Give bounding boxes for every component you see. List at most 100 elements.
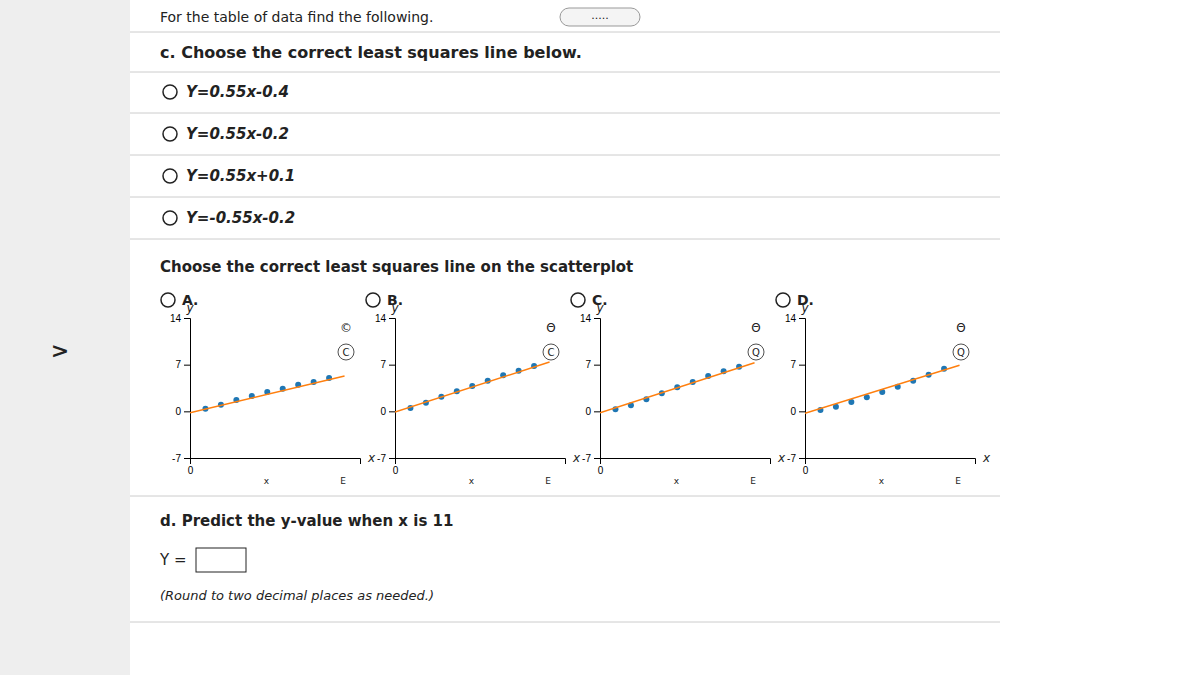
axis-line xyxy=(601,459,771,465)
plot-area xyxy=(395,362,550,412)
axis-line xyxy=(594,319,601,459)
option-label: Y=-0.55x-0.2 xyxy=(186,209,295,227)
divider xyxy=(130,239,1000,240)
y-axis: -7 0 7 14 xyxy=(170,313,191,464)
tick-label: 0 xyxy=(175,406,181,417)
axis-line xyxy=(396,459,566,465)
sidebar xyxy=(0,0,130,675)
tick: 0 xyxy=(598,458,604,476)
input-label: Y = xyxy=(159,551,187,569)
input-box[interactable] xyxy=(196,548,246,572)
tick-label: -7 xyxy=(377,453,386,464)
radio-button[interactable] xyxy=(163,85,177,99)
tick: -7 xyxy=(582,453,600,464)
divider xyxy=(130,113,1000,114)
y-axis: -70714 xyxy=(580,313,601,464)
tick-label: 14 xyxy=(375,313,387,324)
tick-mark xyxy=(184,365,190,366)
annotation: Θ xyxy=(751,321,760,335)
tick-label: 14 xyxy=(170,313,182,324)
plot-area xyxy=(805,365,960,413)
nav-arrow: > xyxy=(51,338,69,363)
plot-area xyxy=(190,375,345,413)
y-axis: -70714 xyxy=(785,313,806,464)
tick-label: 0 xyxy=(790,406,796,417)
tick-mark xyxy=(799,458,805,459)
tick-label: 0 xyxy=(188,465,194,476)
tick-mark xyxy=(594,411,600,412)
chart-title: C. xyxy=(592,292,608,308)
x-axis-label: x xyxy=(572,451,581,465)
annotation: x xyxy=(264,476,270,486)
section-title: Choose the correct least squares line on… xyxy=(160,258,633,276)
annotation-circle xyxy=(748,344,764,360)
divider xyxy=(130,72,1000,73)
regression-line xyxy=(600,363,755,413)
radio-button[interactable] xyxy=(163,211,177,225)
divider xyxy=(130,32,1000,33)
chart: 0-70714xyΘQxE xyxy=(785,301,991,486)
chart-title: B. xyxy=(387,292,403,308)
x-axis: 0 xyxy=(803,458,976,476)
tick: 0 xyxy=(803,458,809,476)
radio-button[interactable] xyxy=(161,293,175,307)
tick-mark xyxy=(184,458,190,459)
annotation: © xyxy=(340,321,352,335)
divider xyxy=(130,155,1000,156)
tick: 0 xyxy=(188,458,194,476)
tick-label: -7 xyxy=(582,453,591,464)
x-axis-label: x xyxy=(777,451,786,465)
tick: 0 xyxy=(585,406,600,417)
x-axis-label: x xyxy=(982,451,991,465)
tick-label: 0 xyxy=(598,465,604,476)
tick: 7 xyxy=(175,359,190,370)
chart-title: A. xyxy=(182,292,198,308)
radio-button[interactable] xyxy=(163,169,177,183)
x-axis: 0 xyxy=(598,458,771,476)
tick-mark xyxy=(389,318,395,319)
tick: 0 xyxy=(175,406,190,417)
x-axis: 0 xyxy=(188,458,361,476)
page: For the table of data find the following… xyxy=(0,0,1200,675)
regression-line xyxy=(395,362,550,412)
radio-button[interactable] xyxy=(571,293,585,307)
annotation: Θ xyxy=(956,321,965,335)
radio-button[interactable] xyxy=(163,127,177,141)
menu-button[interactable] xyxy=(560,8,640,26)
tick-mark xyxy=(799,318,805,319)
tick-mark xyxy=(799,411,805,412)
annotation: C xyxy=(548,347,555,358)
tick-label: -7 xyxy=(787,453,796,464)
annotation: Θ xyxy=(546,321,555,335)
tick-label: 14 xyxy=(580,313,592,324)
annotation: E xyxy=(340,476,346,486)
tick: 0 xyxy=(393,458,399,476)
x-axis: 0 xyxy=(393,458,566,476)
annotation: E xyxy=(955,476,961,486)
option-label: Y=0.55x+0.1 xyxy=(186,167,295,185)
annotation-circle xyxy=(543,344,559,360)
tick-label: 14 xyxy=(785,313,797,324)
note: (Round to two decimal places as needed.) xyxy=(160,588,434,603)
tick: 0 xyxy=(380,406,395,417)
tick-label: 0 xyxy=(393,465,399,476)
tick-mark xyxy=(389,411,395,412)
divider xyxy=(130,197,1000,198)
tick-label: 7 xyxy=(380,359,386,370)
tick-mark xyxy=(389,365,395,366)
tick-label: 0 xyxy=(380,406,386,417)
menu-dots: ..... xyxy=(591,9,608,22)
tick-label: 7 xyxy=(175,359,181,370)
radio-button[interactable] xyxy=(366,293,380,307)
plot-area xyxy=(600,363,755,413)
radio-button[interactable] xyxy=(776,293,790,307)
axis-line xyxy=(389,319,396,459)
axis-line xyxy=(806,459,976,465)
annotation: x xyxy=(469,476,475,486)
chart: 0-70714xy©CxE xyxy=(170,301,376,486)
tick: 0 xyxy=(790,406,805,417)
annotation: Q xyxy=(957,347,965,358)
tick-label: -7 xyxy=(172,453,181,464)
annotation-circle xyxy=(338,344,354,360)
tick-mark xyxy=(184,318,190,319)
